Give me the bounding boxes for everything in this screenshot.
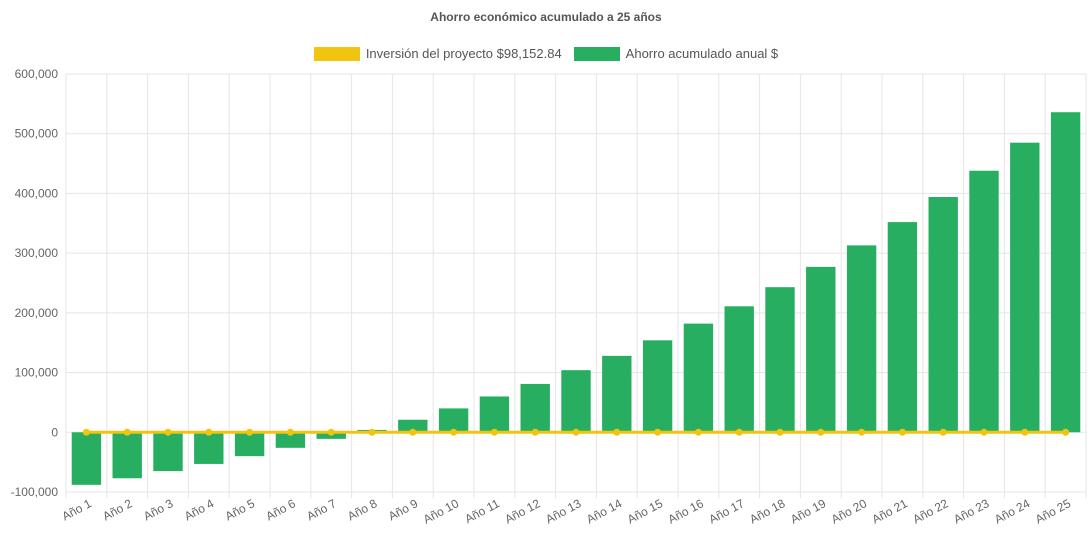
x-tick-label: Año 21 [870,496,910,526]
investment-point-6 [286,428,294,436]
y-tick-label: 600,000 [15,67,59,81]
x-tick-label: Año 15 [625,496,665,526]
x-tick-label: Año 6 [264,496,299,523]
bar-4 [194,432,224,464]
x-tick-label: Año 17 [706,496,746,526]
y-tick-label: 500,000 [15,127,59,141]
legend-swatch-investment [313,46,360,61]
y-tick-label: 400,000 [15,186,59,200]
investment-point-19 [817,428,825,436]
investment-point-7 [327,428,335,436]
bar-12 [520,383,550,433]
bar-14 [602,355,632,433]
bar-13 [561,370,591,433]
chart-title: Ahorro económico acumulado a 25 años [430,10,662,24]
investment-point-4 [205,428,213,436]
x-tick-label: Año 18 [747,496,787,526]
x-tick-label: Año 9 [386,496,421,523]
bar-10 [438,408,469,433]
investment-point-17 [735,428,743,436]
bar-15 [642,340,673,433]
bar-6 [275,432,306,448]
x-tick-label: Año 19 [788,496,828,526]
investment-point-15 [654,428,662,436]
y-tick-label: 300,000 [15,246,59,260]
bar-22 [928,197,958,433]
investment-point-10 [450,428,458,436]
x-tick-label: Año 5 [223,496,258,523]
y-tick-label: -100,000 [11,485,59,499]
bar-3 [153,432,183,472]
bar-19 [806,266,836,433]
x-tick-label: Año 7 [304,496,339,523]
investment-point-24 [1021,428,1029,436]
x-tick-label: Año 20 [829,496,869,526]
investment-point-9 [409,428,417,436]
investment-point-22 [939,428,947,436]
bar-20 [846,245,877,433]
y-tick-label: 100,000 [15,366,59,380]
bar-25 [1050,112,1081,433]
bar-18 [765,287,795,433]
investment-point-14 [613,428,621,436]
x-tick-label: Año 12 [502,496,542,526]
bar-1 [71,432,102,485]
bar-17 [724,306,754,433]
investment-point-23 [980,428,988,436]
x-tick-label: Año 13 [543,496,583,526]
legend-item-investment[interactable]: Inversión del proyecto $98,152.84 [313,46,562,61]
legend-swatch-savings [573,46,620,61]
x-tick-label: Año 23 [951,496,991,526]
bar-21 [887,222,918,433]
investment-point-3 [164,428,172,436]
bar-5 [234,432,265,457]
investment-point-8 [368,428,376,436]
investment-point-18 [776,428,784,436]
y-tick-label: 0 [51,425,58,439]
investment-point-20 [858,428,866,436]
bar-23 [969,170,999,433]
bar-16 [683,323,714,433]
investment-point-2 [123,428,131,436]
legend-item-savings[interactable]: Ahorro acumulado anual $ [573,46,779,61]
legend-label-savings: Ahorro acumulado anual $ [625,46,779,61]
investment-point-13 [572,428,580,436]
x-tick-label: Año 22 [910,496,950,526]
legend-label-investment: Inversión del proyecto $98,152.84 [365,46,562,61]
bar-11 [479,396,510,433]
x-tick-label: Año 2 [100,496,135,523]
investment-point-12 [531,428,539,436]
investment-point-16 [694,428,702,436]
y-tick-label: 200,000 [15,306,59,320]
x-tick-label: Año 11 [462,496,502,526]
bar-9 [398,419,428,433]
investment-point-25 [1062,428,1070,436]
bar-2 [112,432,142,479]
x-tick-label: Año 8 [345,496,380,523]
x-tick-label: Año 24 [992,496,1032,526]
investment-point-21 [898,428,906,436]
investment-point-11 [490,428,498,436]
investment-point-1 [82,428,90,436]
x-tick-label: Año 1 [60,496,95,523]
x-tick-label: Año 4 [182,496,217,523]
x-tick-label: Año 16 [666,496,706,526]
x-tick-label: Año 3 [141,496,176,523]
legend: Inversión del proyecto $98,152.84 Ahorro… [0,46,1092,61]
x-tick-label: Año 10 [421,496,461,526]
bar-24 [1010,142,1040,433]
x-tick-label: Año 25 [1033,496,1073,526]
investment-point-5 [246,428,254,436]
x-tick-label: Año 14 [584,496,624,526]
